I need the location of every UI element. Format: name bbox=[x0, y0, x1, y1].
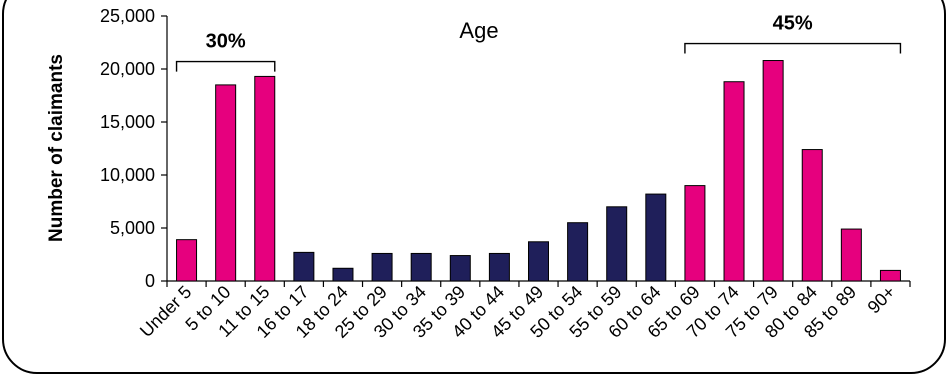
bar-75-to-79 bbox=[762, 60, 784, 282]
bar-90- bbox=[879, 269, 901, 282]
annotation-brackets: 30% 45% bbox=[175, 13, 902, 72]
y-tick-label: 10,000 bbox=[100, 165, 155, 185]
bar-60-to-64 bbox=[645, 193, 667, 282]
bars bbox=[176, 60, 901, 282]
bar-5-to-10 bbox=[215, 84, 237, 282]
bar-under-5 bbox=[176, 239, 198, 282]
y-tick-label: 25,000 bbox=[100, 6, 155, 26]
bar-11-to-15 bbox=[254, 75, 276, 282]
bar-70-to-74 bbox=[723, 81, 745, 282]
y-axis-title: Number of claimants bbox=[46, 54, 67, 242]
bar-16-to-17 bbox=[293, 251, 315, 282]
bar-18-to-24 bbox=[332, 267, 354, 282]
x-tick-label: 90+ bbox=[864, 282, 900, 318]
y-axis: 0 5,000 10,000 15,000 20,000 25,000 bbox=[100, 6, 168, 291]
bar-85-to-89 bbox=[840, 228, 862, 282]
bar-25-to-29 bbox=[371, 252, 393, 282]
bar-35-to-39 bbox=[449, 255, 471, 282]
y-tick-label: 20,000 bbox=[100, 59, 155, 79]
bracket-30-percent bbox=[175, 60, 276, 72]
y-tick-label: 15,000 bbox=[100, 112, 155, 132]
bar-30-to-34 bbox=[410, 252, 432, 282]
y-tick-label: 0 bbox=[145, 271, 155, 291]
bar-50-to-54 bbox=[567, 222, 589, 282]
y-tick-label: 5,000 bbox=[110, 218, 155, 238]
bracket-45-percent bbox=[684, 42, 902, 54]
bar-40-to-44 bbox=[488, 252, 510, 282]
bracket-label-45-percent: 45% bbox=[773, 13, 813, 35]
bar-80-to-84 bbox=[801, 149, 823, 282]
bar-65-to-69 bbox=[684, 185, 706, 282]
bar-45-to-49 bbox=[528, 241, 549, 282]
bracket-label-30-percent: 30% bbox=[206, 31, 246, 53]
bar-55-to-59 bbox=[606, 206, 628, 282]
chart-title: Age bbox=[459, 18, 498, 43]
